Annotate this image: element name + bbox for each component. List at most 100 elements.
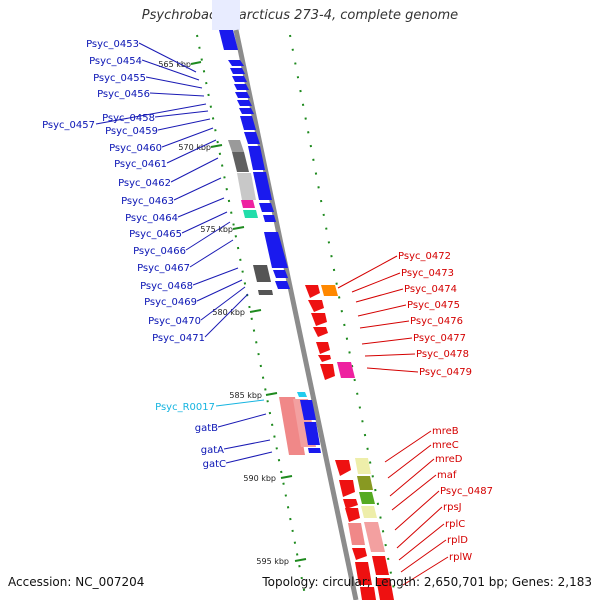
gene-arrow[interactable] xyxy=(259,203,274,212)
gene-block[interactable] xyxy=(376,578,394,600)
gene-label[interactable]: Psyc_0462 xyxy=(118,178,171,189)
gene-block[interactable] xyxy=(258,290,273,295)
gene-arrow[interactable] xyxy=(300,400,316,420)
gene-label[interactable]: gatA xyxy=(201,445,224,456)
gene-label[interactable]: rplD xyxy=(447,535,468,546)
gene-label[interactable]: Psyc_0459 xyxy=(105,126,158,137)
gene-label[interactable]: Psyc_0478 xyxy=(416,349,469,360)
gene-label[interactable]: maf xyxy=(437,470,457,481)
rna-gene-label[interactable]: Psyc_R0017 xyxy=(155,402,215,413)
gene-label[interactable]: Psyc_0477 xyxy=(413,333,466,344)
gene-block[interactable] xyxy=(279,397,305,455)
gene-label[interactable]: Psyc_0479 xyxy=(419,367,472,378)
gene-label[interactable]: Psyc_0474 xyxy=(404,284,457,295)
gene-block[interactable] xyxy=(241,200,255,208)
gene-arrow[interactable] xyxy=(320,364,335,380)
gene-arrow[interactable] xyxy=(339,480,355,497)
gene-label[interactable]: mreD xyxy=(435,454,463,465)
gene-label[interactable]: Psyc_0470 xyxy=(148,316,201,327)
gene-block[interactable] xyxy=(360,587,376,600)
gene-label[interactable]: Psyc_0473 xyxy=(401,268,454,279)
gene-block[interactable] xyxy=(348,523,365,545)
gene-block[interactable] xyxy=(355,562,372,585)
gene-label[interactable]: Psyc_0465 xyxy=(129,229,182,240)
gene-block[interactable] xyxy=(361,506,377,518)
leader-line xyxy=(95,103,207,125)
gene-label[interactable]: Psyc_0456 xyxy=(97,89,150,100)
gene-arrow[interactable] xyxy=(311,313,327,326)
gene-label[interactable]: Psyc_0464 xyxy=(125,213,178,224)
gene-label[interactable]: Psyc_0468 xyxy=(140,281,193,292)
gene-label[interactable]: Psyc_0469 xyxy=(144,297,197,308)
gene-label[interactable]: Psyc_0453 xyxy=(86,39,139,50)
gene-arrow[interactable] xyxy=(308,300,324,312)
gene-label[interactable]: mreB xyxy=(432,426,459,437)
gene-arrow[interactable] xyxy=(263,215,276,222)
gene-arrow[interactable] xyxy=(335,460,351,476)
gene-label[interactable]: rplW xyxy=(449,552,472,563)
gene-arrow[interactable] xyxy=(345,508,360,522)
gene-block[interactable] xyxy=(359,492,375,504)
gene-arrow[interactable] xyxy=(219,30,238,50)
gene-label[interactable]: rplC xyxy=(445,519,465,530)
gene-arrow[interactable] xyxy=(343,499,358,509)
leader-line xyxy=(389,458,435,497)
gene-block[interactable] xyxy=(357,476,373,490)
gene-label[interactable]: Psyc_0460 xyxy=(109,143,162,154)
gene-block[interactable] xyxy=(321,285,338,296)
gene-arrow[interactable] xyxy=(235,92,250,98)
gene-block[interactable] xyxy=(253,265,271,282)
gene-arrow[interactable] xyxy=(234,84,249,90)
gene-arrow[interactable] xyxy=(318,355,331,362)
gene-arrow[interactable] xyxy=(232,76,247,82)
gene-arrow[interactable] xyxy=(253,172,272,200)
gene-label[interactable]: gatC xyxy=(203,459,226,470)
gene-label[interactable]: Psyc_0455 xyxy=(93,73,146,84)
gene-arrow[interactable] xyxy=(313,327,328,337)
gene-block[interactable] xyxy=(372,556,389,575)
gene-label[interactable]: Psyc_0461 xyxy=(114,159,167,170)
gene-label[interactable]: Psyc_0476 xyxy=(410,316,463,327)
gene-label[interactable]: Psyc_0457 xyxy=(42,120,95,131)
gene-arrow[interactable] xyxy=(352,548,367,560)
gene-arrow[interactable] xyxy=(304,422,320,445)
gene-block[interactable] xyxy=(243,210,258,218)
leader-line xyxy=(157,118,211,131)
gene-block[interactable] xyxy=(355,458,371,474)
gene-label[interactable]: Psyc_0467 xyxy=(137,263,190,274)
gene-arrow[interactable] xyxy=(240,116,256,130)
top-fade xyxy=(212,0,240,30)
gene-block[interactable] xyxy=(237,173,256,200)
gene-label[interactable]: rpsJ xyxy=(443,502,462,513)
accession-label: Accession: NC_007204 xyxy=(8,575,145,589)
gene-label[interactable]: mreC xyxy=(432,440,459,451)
gene-label[interactable]: Psyc_0454 xyxy=(89,56,142,67)
gene-block[interactable] xyxy=(364,522,385,552)
gene-arrow[interactable] xyxy=(264,232,288,268)
gene-label[interactable]: Psyc_0487 xyxy=(440,486,493,497)
gene-arrow[interactable] xyxy=(248,146,265,170)
gene-label[interactable]: Psyc_0463 xyxy=(121,196,174,207)
gene-block[interactable] xyxy=(232,152,249,172)
gene-label[interactable]: Psyc_0475 xyxy=(407,300,460,311)
gene-block[interactable] xyxy=(228,140,244,152)
gene-arrow[interactable] xyxy=(308,448,321,453)
gene-arrow[interactable] xyxy=(244,132,260,144)
gene-block[interactable] xyxy=(337,362,355,378)
gene-arrow[interactable] xyxy=(316,342,330,354)
gene-label[interactable]: Psyc_0472 xyxy=(398,251,451,262)
gene-label[interactable]: Psyc_0471 xyxy=(152,333,205,344)
gene-arrow[interactable] xyxy=(305,285,320,298)
gene-arrow[interactable] xyxy=(275,281,290,289)
gene-arrow[interactable] xyxy=(239,108,254,114)
gene-arrow[interactable] xyxy=(230,68,245,74)
gene-arrow[interactable] xyxy=(228,60,244,66)
gene-arrow[interactable] xyxy=(237,100,252,106)
gene-arrow[interactable] xyxy=(273,270,288,278)
gene-label[interactable]: Psyc_0458 xyxy=(102,113,155,124)
gene-label[interactable]: gatB xyxy=(195,423,218,434)
gene-label[interactable]: Psyc_0466 xyxy=(133,246,186,257)
rna-gene-marker[interactable] xyxy=(297,392,307,397)
